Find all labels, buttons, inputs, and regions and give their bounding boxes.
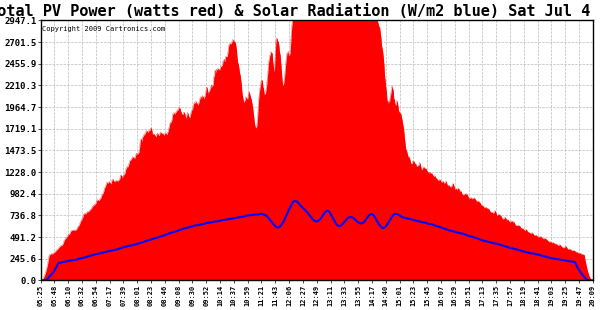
Text: Copyright 2009 Cartronics.com: Copyright 2009 Cartronics.com bbox=[41, 25, 165, 32]
Title: Total PV Power (watts red) & Solar Radiation (W/m2 blue) Sat Jul 4 20:28: Total PV Power (watts red) & Solar Radia… bbox=[0, 4, 600, 19]
